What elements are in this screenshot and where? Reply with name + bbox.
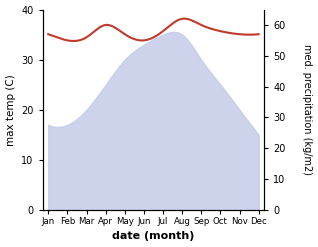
Y-axis label: med. precipitation (kg/m2): med. precipitation (kg/m2) — [302, 44, 313, 175]
Y-axis label: max temp (C): max temp (C) — [5, 74, 16, 146]
X-axis label: date (month): date (month) — [112, 231, 195, 242]
